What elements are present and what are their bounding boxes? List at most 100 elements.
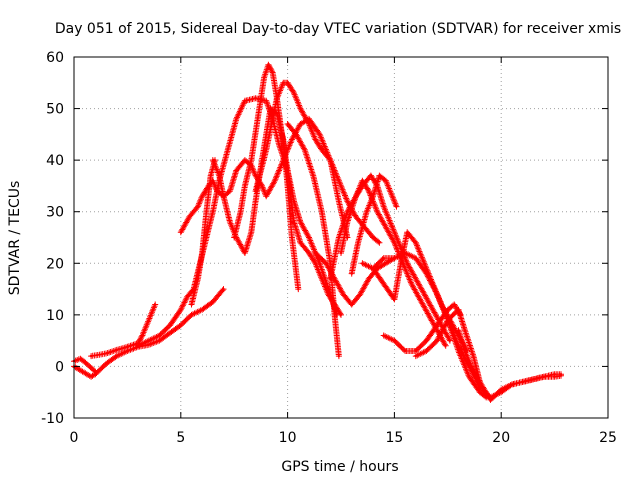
data-point [354, 195, 358, 198]
data-point [320, 148, 323, 152]
data-point [200, 308, 204, 311]
series-pass-09 [252, 79, 383, 246]
data-point [85, 362, 89, 366]
data-point [376, 210, 379, 213]
data-point [371, 236, 375, 239]
y-tick-label: -10 [41, 411, 64, 427]
data-point [384, 179, 388, 182]
data-point [282, 81, 285, 84]
data-point [382, 334, 385, 337]
data-point [371, 195, 375, 198]
data-point [320, 210, 323, 213]
data-point [414, 277, 417, 280]
data-point [337, 179, 341, 182]
series-markers [284, 121, 342, 360]
data-point [553, 372, 556, 376]
data-point [350, 303, 353, 306]
data-point [371, 267, 375, 270]
data-point [314, 262, 317, 265]
data-point [239, 210, 242, 213]
data-point [500, 388, 503, 391]
data-point [81, 370, 84, 373]
data-point [435, 323, 439, 327]
data-point [395, 205, 398, 208]
data-point [211, 210, 215, 213]
y-tick-label: 30 [46, 205, 64, 221]
data-point [228, 189, 232, 193]
data-point [186, 295, 189, 299]
data-point [222, 287, 225, 291]
data-point [265, 99, 268, 103]
y-tick-label: 40 [46, 153, 64, 169]
data-point [320, 277, 323, 280]
data-point [312, 174, 315, 177]
data-point [382, 282, 385, 286]
data-point [79, 357, 82, 360]
data-point [243, 158, 247, 162]
data-point [453, 303, 456, 306]
data-point [369, 174, 373, 177]
data-point [318, 262, 321, 265]
data-point [211, 158, 215, 162]
series-pass-06 [188, 157, 218, 308]
data-point [440, 323, 443, 327]
data-point [254, 174, 257, 177]
data-point [299, 107, 302, 110]
data-point [382, 205, 385, 208]
data-point [382, 256, 385, 260]
data-point [279, 128, 283, 131]
data-point [243, 251, 247, 255]
data-point [470, 365, 473, 368]
x-tick-label: 25 [599, 430, 617, 446]
data-point [273, 179, 276, 182]
data-point [228, 220, 232, 224]
data-point [254, 189, 257, 193]
y-tick-label: 20 [46, 256, 64, 272]
data-point [307, 251, 311, 255]
series-pass-13 [338, 172, 453, 344]
series-markers [71, 286, 227, 380]
axis-ticks [73, 56, 609, 419]
data-point [457, 349, 460, 353]
data-point [147, 318, 150, 322]
data-point [126, 349, 129, 353]
data-point [254, 97, 257, 100]
data-point [393, 256, 396, 260]
data-point [463, 329, 467, 332]
data-point [307, 236, 311, 239]
data-point [391, 195, 394, 198]
data-point [337, 236, 341, 239]
data-point [243, 99, 247, 103]
data-point [226, 148, 229, 152]
x-tick-label: 15 [385, 430, 403, 446]
data-point [209, 174, 212, 177]
data-point [361, 262, 364, 265]
y-tick-label: 0 [55, 359, 64, 375]
data-point [307, 122, 311, 126]
data-point [188, 215, 191, 219]
data-point [200, 251, 204, 255]
data-point [361, 179, 364, 182]
data-point [378, 174, 381, 177]
data-point [235, 117, 238, 121]
data-point [359, 293, 362, 296]
data-point [463, 349, 467, 353]
data-point [367, 189, 370, 193]
data-point [233, 236, 236, 239]
data-point [478, 391, 482, 394]
data-point [337, 200, 341, 203]
y-tick-label: 60 [46, 50, 64, 66]
data-point [339, 251, 343, 255]
data-point [286, 122, 289, 126]
data-point [425, 339, 428, 342]
data-point [314, 138, 317, 141]
grid [74, 57, 608, 418]
data-point [326, 293, 330, 296]
data-point [141, 334, 144, 337]
data-point [262, 76, 266, 79]
data-point [254, 200, 257, 203]
series-markers [412, 306, 564, 403]
data-point [457, 329, 460, 332]
data-point [89, 354, 93, 358]
data-point [271, 71, 274, 74]
